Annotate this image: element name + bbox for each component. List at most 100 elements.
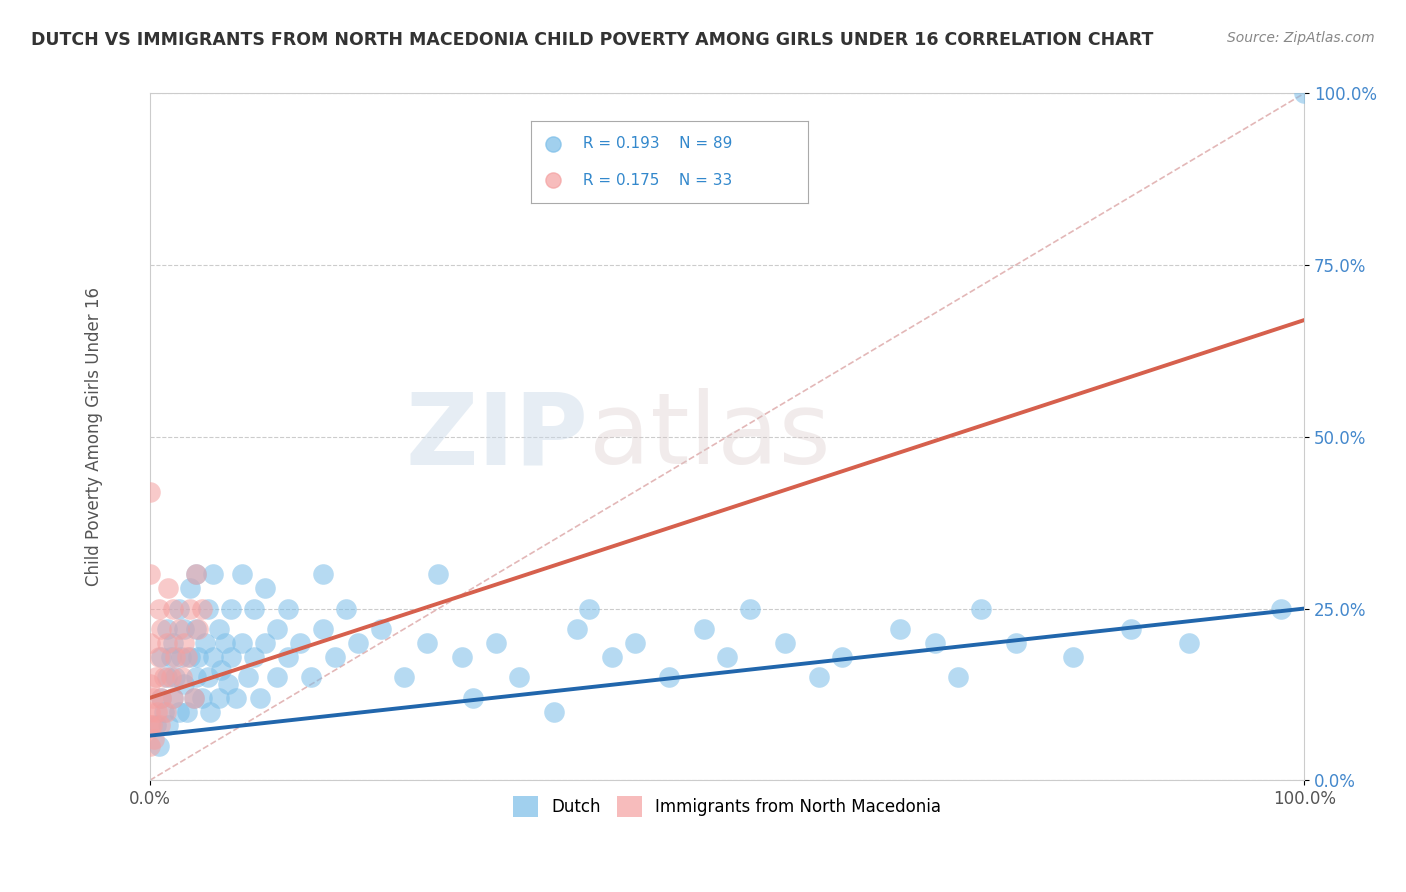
Point [461, 690, 484, 705]
Point [831, 649, 853, 664]
Point [184, 567, 207, 582]
Point [288, 636, 311, 650]
Point [152, 705, 174, 719]
Point [141, 718, 163, 732]
Point [1294, 87, 1316, 101]
Point [150, 690, 173, 705]
Point [184, 670, 207, 684]
Point [184, 622, 207, 636]
Point [266, 670, 288, 684]
Point [184, 567, 207, 582]
Point [231, 636, 253, 650]
Point [323, 649, 346, 664]
Point [242, 601, 264, 615]
Point [187, 622, 209, 636]
Point [370, 622, 392, 636]
Point [1062, 649, 1084, 664]
Point [143, 732, 166, 747]
Point [202, 567, 225, 582]
Point [173, 677, 195, 691]
Point [600, 649, 623, 664]
Point [142, 690, 165, 705]
Point [145, 718, 167, 732]
Point [1270, 601, 1292, 615]
Point [277, 649, 299, 664]
Point [716, 649, 738, 664]
Point [162, 690, 184, 705]
Point [145, 670, 167, 684]
Point [179, 649, 201, 664]
Point [146, 705, 169, 719]
Point [170, 649, 193, 664]
Point [156, 636, 179, 650]
Point [508, 670, 530, 684]
Point [249, 690, 271, 705]
Point [157, 581, 180, 595]
Point [149, 718, 172, 732]
Point [159, 649, 181, 664]
Point [156, 622, 179, 636]
Point [197, 601, 219, 615]
Point [231, 567, 253, 582]
Point [946, 670, 969, 684]
Text: Source: ZipAtlas.com: Source: ZipAtlas.com [1227, 31, 1375, 45]
Point [198, 705, 221, 719]
Point [165, 670, 187, 684]
Point [693, 622, 716, 636]
Point [167, 622, 190, 636]
Point [773, 636, 796, 650]
Point [889, 622, 911, 636]
Point [312, 622, 335, 636]
Point [565, 622, 588, 636]
Text: ZIP: ZIP [406, 388, 589, 485]
Point [159, 670, 181, 684]
Y-axis label: Child Poverty Among Girls Under 16: Child Poverty Among Girls Under 16 [86, 287, 103, 586]
Text: DUTCH VS IMMIGRANTS FROM NORTH MACEDONIA CHILD POVERTY AMONG GIRLS UNDER 16 CORR: DUTCH VS IMMIGRANTS FROM NORTH MACEDONIA… [31, 31, 1153, 49]
Point [172, 670, 194, 684]
Point [1004, 636, 1026, 650]
Point [176, 649, 198, 664]
Point [155, 705, 177, 719]
Point [208, 622, 231, 636]
Text: atlas: atlas [589, 388, 830, 485]
Point [1119, 622, 1142, 636]
Point [162, 636, 184, 650]
Point [543, 705, 565, 719]
Point [219, 649, 242, 664]
Point [658, 670, 681, 684]
Legend: Dutch, Immigrants from North Macedonia: Dutch, Immigrants from North Macedonia [506, 789, 948, 823]
Point [266, 622, 288, 636]
Point [139, 718, 162, 732]
Point [254, 636, 277, 650]
Point [139, 484, 162, 499]
Point [808, 670, 831, 684]
Point [139, 567, 162, 582]
Point [162, 601, 184, 615]
Point [335, 601, 357, 615]
Point [173, 622, 195, 636]
Point [183, 690, 205, 705]
Point [242, 649, 264, 664]
Point [301, 670, 323, 684]
Point [156, 670, 179, 684]
Point [254, 581, 277, 595]
Point [150, 649, 173, 664]
Point [179, 581, 201, 595]
Point [191, 690, 214, 705]
Point [623, 636, 645, 650]
Point [209, 664, 232, 678]
Point [139, 636, 162, 650]
Point [392, 670, 415, 684]
Point [148, 601, 170, 615]
Point [176, 705, 198, 719]
Point [197, 670, 219, 684]
Point [217, 677, 239, 691]
Point [416, 636, 439, 650]
Point [236, 670, 259, 684]
Point [165, 649, 187, 664]
Point [150, 690, 173, 705]
Point [740, 601, 762, 615]
Point [450, 649, 472, 664]
Point [187, 649, 209, 664]
Point [152, 670, 174, 684]
